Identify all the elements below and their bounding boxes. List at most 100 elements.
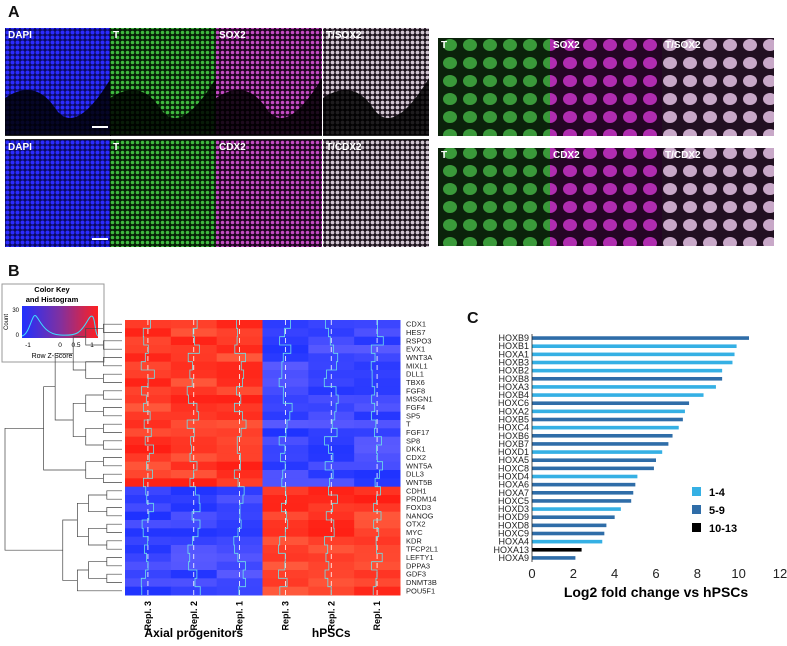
gene-label: MSGN1	[406, 395, 433, 404]
channel-label: T	[113, 142, 119, 153]
bar	[532, 433, 673, 438]
dendrogram	[103, 457, 122, 467]
dendrogram	[88, 527, 107, 546]
gene-label: FGF17	[406, 428, 429, 437]
gene-label: DLL1	[406, 370, 424, 379]
category-label: HOXA13	[493, 545, 529, 555]
heatmap-cell	[354, 511, 401, 521]
category-label: HOXB2	[498, 366, 529, 376]
gene-label: EVX1	[406, 345, 425, 354]
key-xlabel: Row Z-Score	[32, 353, 73, 360]
key-xtick: 1	[90, 342, 94, 349]
gene-label: TFCP2L1	[406, 545, 438, 554]
group-label: hPSCs	[312, 626, 351, 640]
channel-label: DAPI	[8, 142, 32, 153]
panel-label: B	[8, 263, 20, 280]
gene-label: CDX2	[406, 453, 426, 462]
gene-label: SP5	[406, 411, 420, 420]
category-label: HOXB4	[498, 390, 529, 400]
category-label: HOXB6	[498, 431, 529, 441]
heatmap-cell	[216, 495, 263, 504]
micrograph	[550, 148, 662, 246]
heatmap-cell	[216, 395, 263, 404]
bar	[532, 360, 733, 365]
dendrogram	[106, 490, 122, 500]
bar	[532, 376, 723, 381]
category-label: HOXC6	[498, 398, 529, 408]
replicate-label: Repl. 2	[189, 601, 199, 631]
heatmap-cell	[354, 528, 401, 538]
micrograph	[438, 148, 550, 246]
gene-label: CDH1	[406, 486, 426, 495]
dendrogram	[103, 407, 122, 417]
heatmap-cell	[125, 386, 172, 396]
dendrogram	[88, 494, 107, 513]
key-title: and Histogram	[26, 295, 79, 304]
bar	[532, 515, 615, 520]
dendrogram	[103, 423, 122, 433]
heatmap-cell	[262, 378, 309, 388]
x-tick-label: 6	[652, 566, 659, 581]
category-label: HOXD3	[498, 504, 529, 514]
bar	[532, 352, 735, 357]
heatmap-cell	[354, 386, 401, 396]
heatmap-cell	[170, 403, 218, 413]
panel-label: A	[8, 4, 20, 21]
dendrogram	[103, 373, 122, 383]
heatmap-cell	[262, 420, 309, 429]
replicate-label: Repl. 3	[143, 601, 153, 631]
category-label: HOXB1	[498, 341, 529, 351]
heatmap-cell	[308, 503, 355, 513]
key-ylabel: Count	[4, 314, 10, 330]
gene-label: T	[406, 420, 411, 429]
category-label: HOXA9	[498, 553, 529, 563]
dendrogram	[106, 557, 122, 567]
legend-label: 1-4	[709, 487, 726, 499]
bar	[532, 539, 603, 544]
micrograph	[662, 38, 774, 136]
x-tick-label: 2	[570, 566, 577, 581]
gene-label: FGF8	[406, 386, 425, 395]
channel-label: T/CDX2	[665, 150, 701, 161]
heatmap-cell	[170, 495, 218, 504]
heatmap-cell	[170, 386, 218, 396]
legend-swatch	[692, 487, 701, 496]
trace-line	[370, 320, 384, 595]
heatmap-cell	[262, 386, 309, 396]
micrograph	[216, 140, 322, 247]
gene-label: POU5F1	[406, 586, 435, 595]
key-xtick: -1	[25, 342, 31, 349]
colony-gap	[216, 78, 322, 145]
bar	[532, 401, 690, 406]
heatmap-cell	[125, 536, 172, 546]
heatmap-cell	[354, 495, 401, 504]
category-label: HOXD9	[498, 512, 529, 522]
dendrogram	[103, 323, 122, 333]
bar	[532, 368, 723, 373]
category-label: HOXC5	[498, 496, 529, 506]
heatmap-cell	[262, 503, 309, 513]
category-label: HOXB5	[498, 415, 529, 425]
category-label: HOXC8	[498, 463, 529, 473]
gene-label: WNT5B	[406, 478, 432, 487]
heatmap-cell	[125, 411, 172, 421]
heatmap-cell	[308, 378, 355, 388]
category-label: HOXA4	[498, 537, 529, 547]
channel-label: T	[441, 150, 447, 161]
dendrogram	[103, 340, 122, 350]
micrograph	[110, 140, 216, 247]
heatmap-cell	[308, 511, 355, 521]
dendrogram	[62, 519, 78, 581]
replicate-label: Repl. 1	[235, 601, 245, 631]
heatmap-cell	[216, 536, 263, 546]
heatmap-cell	[354, 503, 401, 513]
gene-label: FGF4	[406, 403, 425, 412]
bar	[532, 417, 683, 422]
x-axis-title: Log2 fold change vs hPSCs	[564, 584, 749, 600]
micrograph	[550, 38, 662, 136]
heatmap-cell	[170, 420, 218, 429]
trace-line	[233, 320, 247, 595]
heatmap-cell	[308, 386, 355, 396]
gene-label: DNMT3B	[406, 578, 437, 587]
heatmap-cell	[125, 520, 172, 529]
